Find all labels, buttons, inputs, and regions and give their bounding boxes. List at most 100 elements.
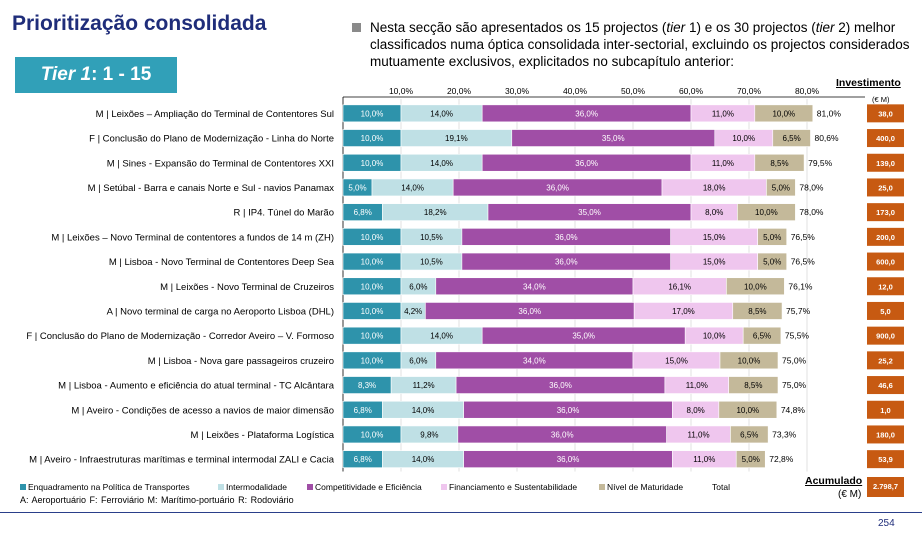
data-label: 14,0% [401,183,424,192]
data-label: 10,0% [732,134,755,143]
data-label: 18,2% [424,208,447,217]
category-label: M | Lisboa - Novo Terminal de Contentore… [109,257,335,268]
investment-box [867,203,904,222]
data-label: 36,0% [551,430,574,439]
data-label: 36,0% [575,159,598,168]
investment-box [867,153,904,172]
category-label: M | Leixões – Ampliação do Terminal de C… [96,109,334,120]
total-label: 78,0% [799,207,824,217]
tier-badge: Tier 1: 1 - 15 [15,57,177,93]
data-label: 35,0% [578,208,601,217]
total-label: 75,0% [782,380,807,390]
bar-segment [728,376,779,394]
data-label: 10,0% [361,233,384,242]
page-number: 254 [878,518,895,529]
accumulated-unit: (€ M) [838,489,862,500]
intro-tier1: tier [666,20,686,35]
investment-value: 25,0 [878,183,893,192]
data-label: 14,0% [412,455,435,464]
data-label: 6,0% [409,356,427,365]
x-tick-label: 70,0% [737,86,762,96]
investment-box [867,129,904,148]
investment-value: 900,0 [876,332,895,341]
total-label: 74,8% [781,405,806,415]
bar-segment [757,252,788,271]
data-label: 10,0% [361,332,384,341]
total-label: 81,0% [817,108,842,118]
data-label: 8,3% [358,381,376,390]
category-label: M | Setúbal - Barra e canais Norte e Sul… [88,183,335,194]
stacked-bar-chart: 10,0% 20,0% 30,0% 40,0% 50,0% 60,0% 70,0% 80,0%… [26,86,904,472]
data-label: 10,5% [420,258,443,267]
data-label: 10,0% [361,430,384,439]
data-label: 36,0% [557,406,580,415]
data-label: 10,0% [738,356,761,365]
data-label: 10,0% [755,208,778,217]
investment-value: 5,0 [880,307,890,316]
investment-box [867,400,904,419]
intro-part2: 1) e os 30 projectos ( [685,20,816,35]
total-label: 72,8% [769,454,794,464]
intro-part3: 2) melhor classificados numa óptica cons… [370,20,910,69]
total-label: 75,5% [785,331,810,341]
page-title: Prioritização consolidada [12,12,267,35]
data-label: 36,0% [555,258,578,267]
investment-box [867,450,904,469]
legend-label-2: Intermodalidade [226,482,287,492]
legend-item-3: Competitividade e Eficiência [307,482,422,492]
total-label: 76,5% [791,257,816,267]
data-label: 5,0% [763,258,781,267]
data-label: 35,0% [572,332,595,341]
intro-text: Nesta secção são apresentados os 15 proj… [370,19,910,70]
data-label: 10,0% [361,159,384,168]
data-label: 36,0% [555,233,578,242]
legend-item-2: Intermodalidade [218,482,287,492]
investment-box [867,301,904,320]
data-label: 15,0% [665,356,688,365]
category-label: M | Aveiro - Condições de acesso a navio… [71,405,334,416]
data-label: 8,0% [705,208,723,217]
investment-value: 173,0 [876,208,895,217]
data-label: 15,0% [703,233,726,242]
data-label: 18,0% [703,183,726,192]
data-label: 10,5% [420,233,443,242]
legend-item-total: Total [712,482,730,492]
data-label: 6,5% [783,134,801,143]
investment-box [867,104,904,123]
x-tick-label: 10,0% [389,86,414,96]
data-label: 5,0% [772,183,790,192]
bar-segment [772,129,811,147]
bar-segment [754,104,814,123]
bar-segment [726,277,785,296]
data-label: 19,1% [445,134,468,143]
legend-swatch-4 [441,484,447,490]
category-label: M | Lisboa - Nova gare passageiros cruze… [148,356,334,367]
data-label: 16,1% [668,282,691,291]
legend-swatch-3 [307,484,313,490]
data-label: 36,0% [575,109,598,118]
legend-swatch-5 [599,484,605,490]
data-label: 6,8% [354,208,372,217]
data-label: 11,0% [712,159,734,168]
data-label: 17,0% [672,307,695,316]
data-label: 5,0% [763,233,781,242]
bar-segment [735,450,766,468]
tier-range: : 1 - 15 [91,64,152,85]
data-label: 15,0% [703,258,726,267]
data-label: 36,0% [549,381,572,390]
category-label: M | Sines - Expansão do Terminal de Cont… [107,158,334,169]
data-label: 14,0% [430,109,453,118]
abbreviations: A: Aeroportuário F: Ferroviário M: Marít… [20,495,294,505]
investment-unit: (€ M) [872,95,890,104]
investment-box [867,178,904,197]
legend-item-1: Enquadramento na Política de Transportes [20,482,190,492]
data-label: 6,5% [740,430,758,439]
data-label: 34,0% [523,356,546,365]
category-label: M | Leixões – Novo Terminal de contentor… [51,232,334,243]
bar-segment [754,153,805,172]
total-label: 80,6% [814,133,839,143]
total-label: 79,5% [808,158,833,168]
investment-box [867,252,904,271]
tier-label: Tier 1 [40,64,92,85]
data-label: 36,0% [546,183,569,192]
